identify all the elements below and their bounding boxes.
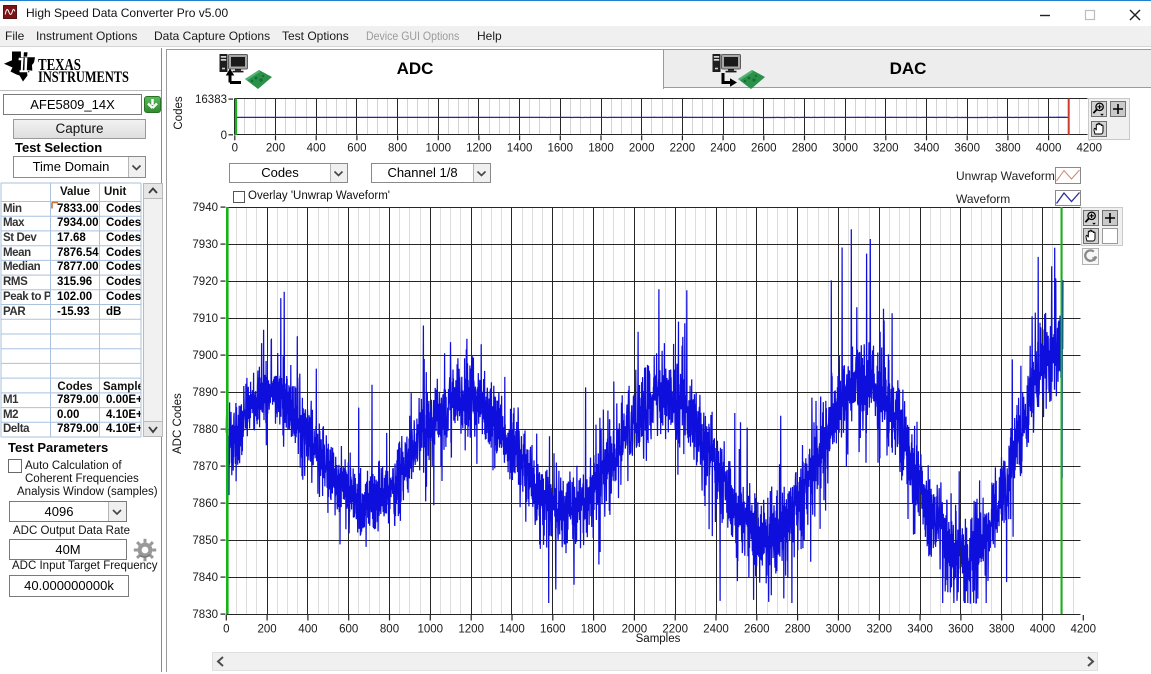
svg-text:200: 200 [266, 143, 285, 155]
svg-text:800: 800 [380, 624, 399, 636]
svg-text:0: 0 [221, 130, 227, 142]
svg-text:1800: 1800 [588, 143, 614, 155]
svg-text:1200: 1200 [458, 624, 484, 636]
svg-text:2600: 2600 [744, 624, 770, 636]
svg-text:2800: 2800 [785, 624, 811, 636]
svg-text:3200: 3200 [873, 143, 899, 155]
svg-text:2000: 2000 [629, 143, 655, 155]
svg-text:3800: 3800 [995, 143, 1021, 155]
svg-text:1400: 1400 [507, 143, 533, 155]
svg-text:3600: 3600 [954, 143, 980, 155]
svg-text:7870: 7870 [192, 461, 218, 473]
svg-text:7910: 7910 [192, 313, 218, 325]
svg-text:800: 800 [388, 143, 407, 155]
svg-text:7840: 7840 [192, 572, 218, 584]
svg-text:400: 400 [298, 624, 317, 636]
svg-text:600: 600 [339, 624, 358, 636]
svg-text:7890: 7890 [192, 387, 218, 399]
svg-text:4000: 4000 [1030, 624, 1056, 636]
svg-text:2000: 2000 [622, 624, 648, 636]
svg-text:7880: 7880 [192, 424, 218, 436]
svg-text:4000: 4000 [1036, 143, 1062, 155]
svg-text:2800: 2800 [792, 143, 818, 155]
svg-text:7920: 7920 [192, 276, 218, 288]
svg-text:7900: 7900 [192, 350, 218, 362]
svg-text:16383: 16383 [195, 94, 227, 106]
svg-text:2200: 2200 [662, 624, 688, 636]
svg-text:3000: 3000 [832, 143, 858, 155]
svg-text:2400: 2400 [710, 143, 736, 155]
svg-text:1000: 1000 [418, 624, 444, 636]
svg-text:2600: 2600 [751, 143, 777, 155]
svg-text:7940: 7940 [192, 202, 218, 214]
svg-text:7930: 7930 [192, 239, 218, 251]
svg-text:1000: 1000 [426, 143, 452, 155]
svg-text:3800: 3800 [989, 624, 1015, 636]
svg-text:1600: 1600 [540, 624, 566, 636]
svg-text:200: 200 [258, 624, 277, 636]
svg-text:0: 0 [232, 143, 238, 155]
svg-text:2400: 2400 [703, 624, 729, 636]
svg-text:2200: 2200 [670, 143, 696, 155]
svg-text:1400: 1400 [499, 624, 525, 636]
svg-text:400: 400 [307, 143, 326, 155]
svg-text:3400: 3400 [907, 624, 933, 636]
svg-text:7830: 7830 [192, 609, 218, 621]
svg-text:7860: 7860 [192, 498, 218, 510]
svg-text:3000: 3000 [826, 624, 852, 636]
svg-text:600: 600 [347, 143, 366, 155]
svg-text:1800: 1800 [581, 624, 607, 636]
svg-text:3600: 3600 [948, 624, 974, 636]
svg-text:4200: 4200 [1077, 143, 1103, 155]
svg-text:3200: 3200 [867, 624, 893, 636]
svg-text:0: 0 [223, 624, 229, 636]
svg-text:1200: 1200 [466, 143, 492, 155]
svg-text:7850: 7850 [192, 535, 218, 547]
svg-text:4200: 4200 [1071, 624, 1097, 636]
svg-text:1600: 1600 [548, 143, 574, 155]
svg-text:3400: 3400 [914, 143, 940, 155]
